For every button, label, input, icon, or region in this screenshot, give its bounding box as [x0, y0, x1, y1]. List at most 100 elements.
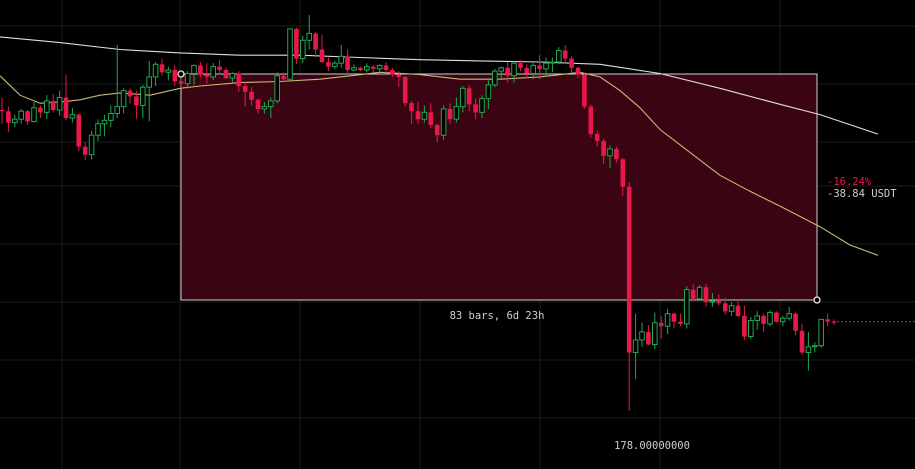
candle	[460, 86, 466, 113]
candle	[434, 123, 440, 143]
candle	[319, 34, 325, 64]
candle-body	[319, 49, 325, 63]
candle	[415, 102, 421, 124]
candle	[159, 58, 165, 76]
candle	[44, 95, 50, 120]
candle-body	[646, 331, 651, 345]
candle-body	[632, 339, 639, 354]
candle-body	[294, 28, 299, 59]
candle-body	[569, 58, 574, 68]
candle-body	[120, 90, 127, 108]
candle	[114, 44, 121, 119]
candle-body	[370, 66, 376, 69]
candle-body	[582, 74, 587, 107]
candle-body	[210, 66, 216, 78]
candle	[658, 315, 664, 339]
candle	[146, 60, 152, 122]
candle	[569, 56, 574, 73]
candle-body	[383, 65, 389, 71]
candle-body	[537, 65, 542, 69]
candle-body	[306, 32, 312, 41]
candle	[825, 313, 830, 327]
candle-body	[652, 322, 658, 346]
candle-body	[498, 67, 504, 72]
candle	[588, 104, 594, 138]
candle	[101, 114, 108, 137]
candle	[50, 94, 56, 113]
candle	[774, 311, 779, 323]
candle	[140, 84, 146, 119]
candle	[518, 59, 523, 72]
candle	[543, 57, 549, 77]
candle-body	[754, 315, 761, 321]
candle	[505, 62, 510, 83]
candle-body	[345, 56, 350, 71]
candle-body	[716, 301, 722, 304]
candle-body	[332, 62, 338, 68]
candle-body	[524, 67, 530, 74]
candle-body	[159, 64, 165, 73]
candle	[761, 313, 766, 332]
candle-body	[191, 64, 197, 74]
candle	[165, 66, 172, 81]
candle-body	[326, 62, 331, 67]
candle	[428, 103, 434, 129]
candle-body	[178, 81, 184, 84]
ma-slow-line	[0, 36, 879, 135]
candle	[607, 145, 613, 169]
candle	[345, 49, 350, 76]
candle	[549, 57, 556, 73]
candle	[709, 293, 716, 307]
candle	[447, 103, 453, 124]
candle	[671, 312, 677, 329]
candle	[684, 286, 690, 329]
candle-body	[434, 124, 440, 136]
candle-body	[236, 73, 242, 87]
candle-body	[825, 319, 830, 322]
candlestick-series	[0, 15, 837, 411]
range-end-handle[interactable]	[813, 296, 821, 304]
candle	[300, 35, 306, 64]
measure-range-box[interactable]	[180, 73, 818, 301]
candle	[18, 108, 24, 124]
candle	[184, 71, 191, 89]
candle-body	[530, 64, 537, 74]
candle-body	[338, 55, 344, 64]
candle	[217, 59, 222, 75]
candle	[198, 62, 203, 77]
candle-body	[421, 111, 428, 120]
candle	[511, 60, 517, 83]
candle-body	[786, 313, 793, 319]
candle	[537, 55, 542, 80]
candle	[812, 342, 818, 353]
ma-fast-line	[0, 71, 879, 256]
candle-body	[12, 118, 18, 124]
candle	[786, 306, 793, 321]
candle	[664, 309, 671, 335]
candle	[56, 90, 63, 116]
candle-body	[50, 100, 56, 111]
candle	[351, 64, 357, 72]
candle-body	[678, 321, 683, 324]
candle-body	[620, 159, 626, 187]
candle	[793, 312, 798, 336]
candle	[95, 119, 101, 141]
candle-body	[242, 86, 248, 92]
candle	[261, 102, 268, 114]
candle-body	[409, 103, 414, 112]
candle	[524, 64, 530, 79]
candle-body	[466, 88, 472, 105]
candle	[728, 302, 735, 316]
candle	[818, 318, 825, 348]
range-start-handle[interactable]	[177, 70, 185, 78]
candle-body	[390, 70, 395, 75]
candle-body	[127, 90, 133, 97]
candle	[754, 311, 761, 330]
candle	[780, 315, 786, 327]
candle-body	[114, 106, 121, 114]
candle	[421, 105, 428, 123]
candle	[632, 313, 639, 379]
candle	[326, 57, 331, 72]
candle-body	[38, 107, 43, 113]
